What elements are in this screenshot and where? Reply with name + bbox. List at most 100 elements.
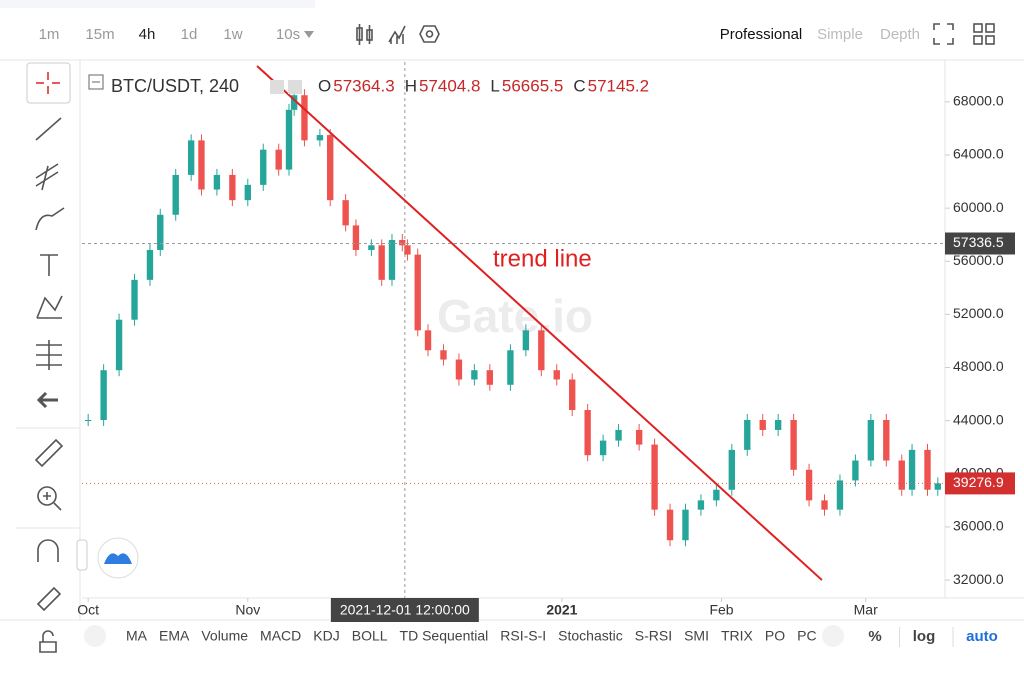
indicator-tab[interactable]: KDJ — [313, 628, 339, 644]
crosshair-tool[interactable] — [26, 62, 71, 104]
pattern-tool[interactable] — [36, 295, 63, 319]
candle — [440, 350, 447, 360]
last-price-box — [945, 472, 1015, 495]
crosshair-x-label: 2021-12-01 12:00:00 — [340, 602, 470, 618]
line-tool[interactable] — [35, 117, 62, 141]
indicator-tab[interactable]: MACD — [260, 628, 301, 644]
indicator-tab[interactable]: TD Sequential — [400, 628, 489, 644]
indicator-tab[interactable]: BOLL — [352, 628, 388, 644]
candle — [399, 240, 406, 246]
indicator-tab[interactable]: PO — [765, 628, 785, 644]
fullscreen-icon[interactable] — [933, 23, 954, 45]
indicator-tab[interactable]: TRIX — [721, 628, 754, 644]
ohlc-key: H — [405, 76, 417, 95]
collapse-legend[interactable] — [88, 74, 104, 90]
logo-glyph — [104, 553, 132, 564]
watermark: Gate.io — [437, 290, 593, 342]
candle — [471, 370, 478, 380]
candle — [553, 370, 560, 380]
ruler-tool[interactable] — [34, 438, 64, 468]
indicator-tab[interactable]: MA — [126, 628, 148, 644]
trend-line-label: trend line — [493, 245, 592, 272]
candle — [867, 419, 875, 461]
indicator-tab[interactable]: RSI-S-I — [500, 628, 546, 644]
indicator-tab[interactable]: S-RSI — [635, 628, 672, 644]
interval-tab[interactable]: 1w — [223, 26, 242, 43]
indicator-tab[interactable]: Volume — [201, 628, 248, 644]
collapse-button[interactable] — [76, 539, 88, 571]
interval-tab[interactable]: 1m — [39, 26, 60, 43]
left-tools — [16, 62, 139, 653]
brush-tool[interactable] — [35, 207, 65, 231]
candle — [290, 95, 298, 110]
settings-icon[interactable] — [419, 25, 440, 43]
y-tick-label: 64000.0 — [953, 146, 1004, 162]
candle — [821, 500, 828, 510]
x-tick-label: 2021 — [546, 602, 577, 618]
ohlc-key: C — [573, 76, 585, 95]
magnet-tool[interactable] — [37, 539, 59, 562]
back-tool[interactable] — [36, 391, 58, 409]
indicator-tab[interactable]: SMI — [684, 628, 709, 644]
scale-option[interactable]: auto — [966, 628, 998, 645]
interval-tab[interactable]: 15m — [85, 26, 114, 43]
candle — [924, 449, 931, 490]
indicator-tab[interactable]: PC — [797, 628, 816, 644]
candle — [790, 419, 797, 470]
candle — [275, 149, 282, 170]
y-tick-label: 44000.0 — [953, 411, 1004, 427]
indicator-tab[interactable]: Stochastic — [558, 628, 623, 644]
candle — [229, 174, 236, 201]
trend-line — [256, 65, 823, 581]
layout-icon[interactable] — [973, 23, 995, 45]
view-tab[interactable]: Professional — [720, 26, 803, 43]
candle — [352, 225, 360, 250]
fib-tool[interactable] — [35, 163, 59, 191]
candle — [213, 174, 221, 190]
candle — [404, 245, 411, 255]
candle — [744, 419, 751, 450]
indicator-tab[interactable]: EMA — [159, 628, 190, 644]
candle — [774, 419, 782, 430]
ohlc-key: L — [490, 76, 499, 95]
candle — [934, 483, 941, 490]
text-tool[interactable] — [40, 254, 58, 276]
crosshair-y-label: 57336.5 — [953, 234, 1004, 250]
scale-option[interactable]: % — [868, 628, 881, 645]
candle — [908, 449, 916, 490]
ohlc-value: 56665.5 — [502, 76, 563, 95]
candle — [100, 370, 107, 420]
symbol-title: BTC/USDT, 240 — [111, 76, 239, 96]
candle — [368, 245, 375, 250]
candle — [285, 109, 293, 170]
indicator-bar: MA EMA Volume MACD KDJ BOLL TD Sequential RSI-S… — [126, 627, 998, 647]
measure-tool[interactable] — [36, 340, 62, 370]
candle-icon[interactable] — [356, 24, 373, 45]
interval-tab[interactable]: 10s — [276, 26, 300, 43]
crosshair-y-box — [945, 232, 1015, 255]
view-tab[interactable]: Depth — [880, 26, 920, 43]
lock-draw-tool[interactable] — [36, 586, 62, 612]
view-tab[interactable]: Simple — [817, 26, 863, 43]
candle — [414, 254, 421, 331]
top-bar: 1m 15m 4h 1d 1w 10s Professional Simple Depth — [39, 26, 920, 43]
ohlc-value: 57145.2 — [588, 76, 649, 95]
ohlc-key: O — [318, 76, 331, 95]
candle — [651, 444, 658, 510]
candle — [172, 174, 179, 215]
lock-tool[interactable] — [39, 630, 57, 653]
interval-tab[interactable]: 1d — [181, 26, 198, 43]
toolbar-icons — [356, 23, 995, 45]
indicator-icon[interactable] — [388, 25, 406, 44]
crosshair-x-box — [330, 598, 479, 622]
zoom-tool[interactable] — [37, 486, 62, 511]
candle — [260, 149, 267, 185]
candle — [342, 200, 349, 226]
y-tick-label: 68000.0 — [953, 93, 1004, 109]
candle — [198, 140, 205, 190]
scale-option[interactable]: log — [913, 628, 936, 645]
candle — [455, 359, 463, 380]
interval-tab[interactable]: 4h — [139, 26, 156, 43]
x-tick-label: Oct — [77, 602, 99, 618]
